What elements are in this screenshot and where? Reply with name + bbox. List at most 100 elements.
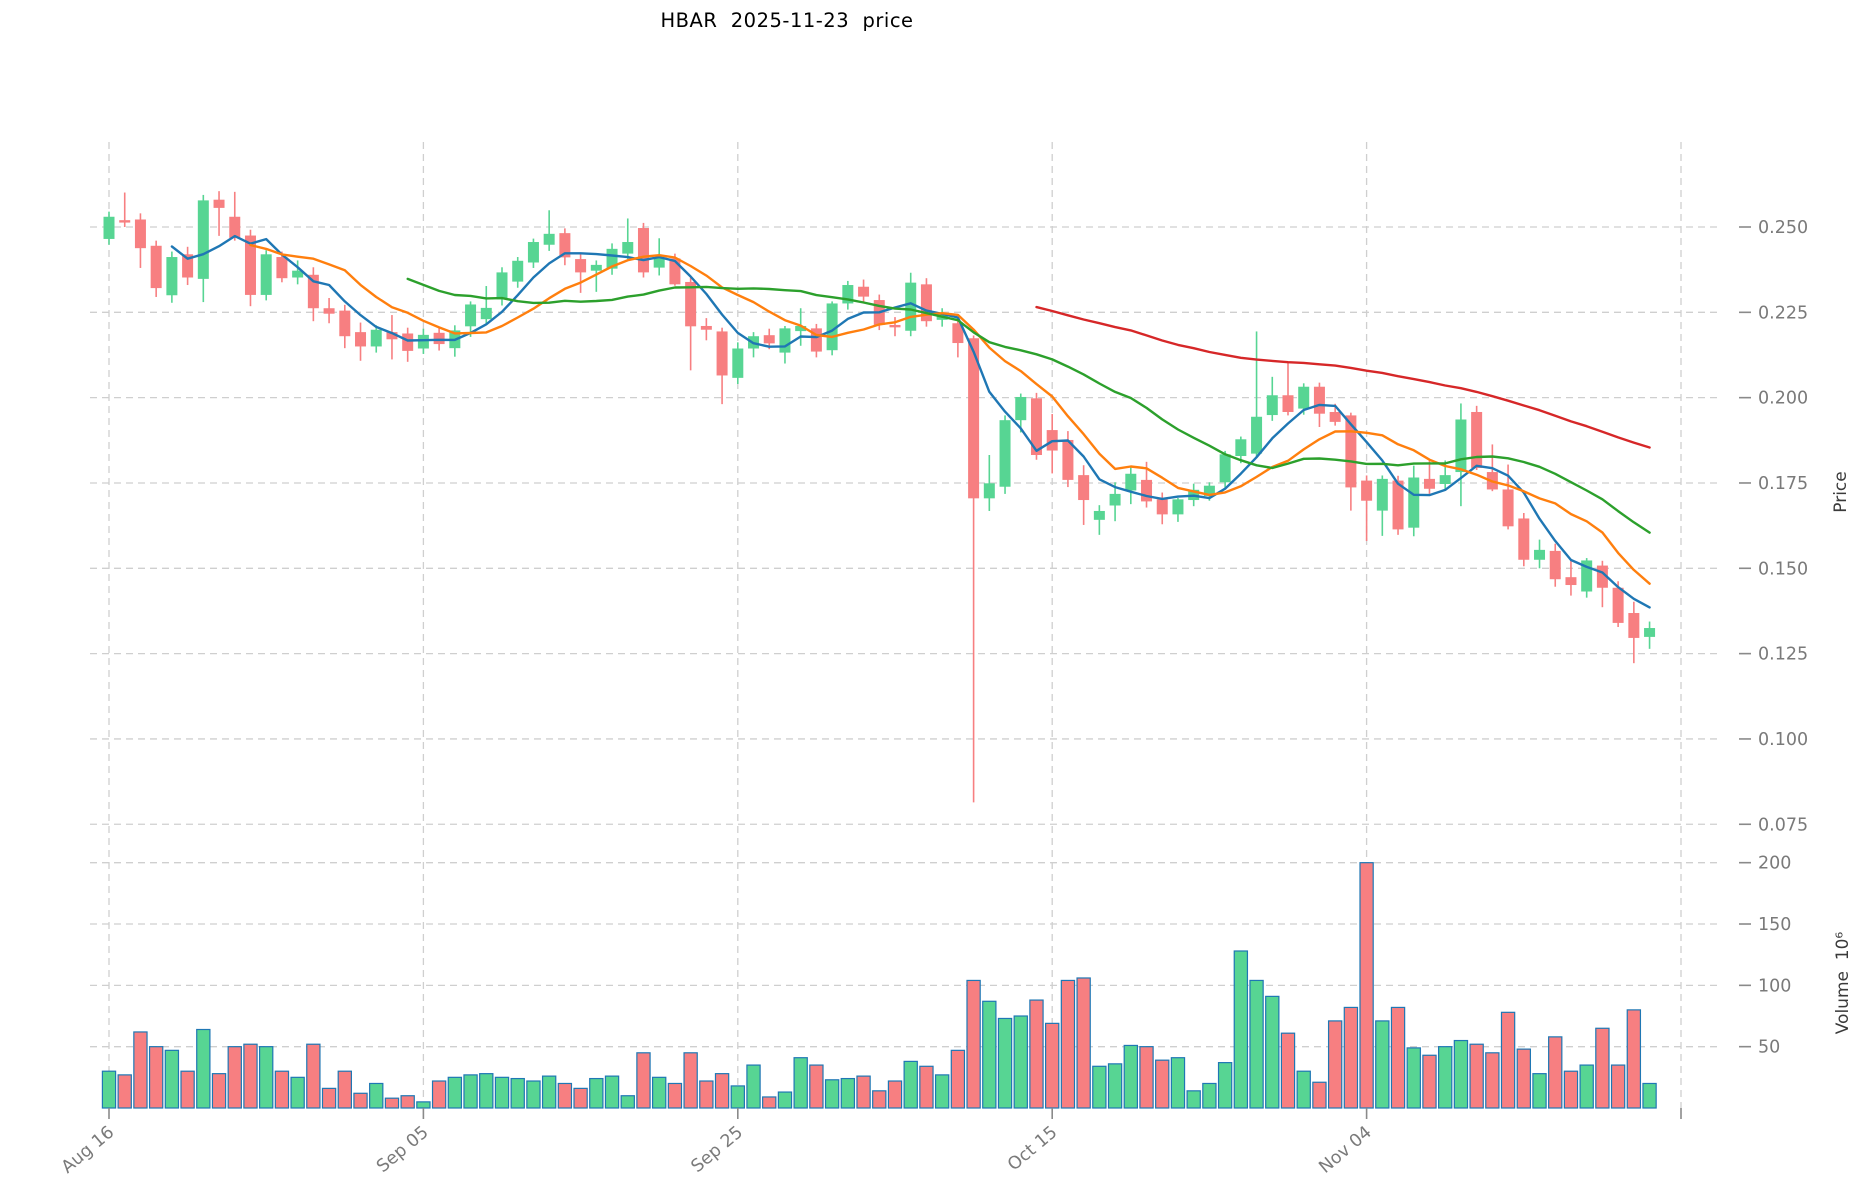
- candle-body: [1251, 416, 1263, 454]
- candle-body: [1093, 510, 1105, 520]
- candle-body: [512, 260, 524, 282]
- candle-body: [1156, 499, 1168, 515]
- axis-ticks-and-labels: 0.250 0.225 0.200 0.175 0.150 0.125 0.100 0.075…: [58, 218, 1808, 1178]
- candle: [402, 327, 414, 362]
- candle-body: [1235, 439, 1247, 457]
- volume-bar-down: [762, 1096, 777, 1109]
- candle: [355, 322, 367, 361]
- candle: [1235, 436, 1247, 464]
- x-tick-label: Oct 15: [1004, 1123, 1061, 1176]
- volume-bar-up: [1453, 1039, 1469, 1109]
- volume-bar-down: [1280, 1032, 1296, 1109]
- candle: [1266, 376, 1278, 421]
- candle-body: [134, 219, 146, 249]
- volume-bar-up: [777, 1091, 793, 1109]
- volume-bar-up: [541, 1075, 557, 1109]
- candle: [512, 257, 524, 288]
- volume-bar-up: [934, 1074, 950, 1109]
- price-tick-label: 0.150: [1758, 559, 1808, 579]
- volume-bar-up: [164, 1049, 180, 1109]
- volume-bar-down: [1359, 862, 1374, 1109]
- volume-bar-down: [966, 979, 981, 1109]
- volume-bar-up: [369, 1082, 384, 1109]
- volume-bar-up: [196, 1028, 211, 1109]
- candle: [1361, 475, 1373, 541]
- candle: [386, 315, 398, 360]
- volume-bar-down: [1626, 1009, 1642, 1109]
- x-tick-label: Nov 04: [1315, 1123, 1375, 1178]
- candle: [465, 301, 477, 337]
- candle: [1408, 465, 1420, 537]
- volume-bar-down: [133, 1031, 148, 1109]
- candle-body: [339, 310, 351, 337]
- candle-body: [606, 248, 618, 269]
- candle: [1596, 560, 1608, 608]
- candle: [1534, 539, 1546, 569]
- volume-bar-up: [604, 1075, 620, 1109]
- candle: [1282, 361, 1294, 416]
- candle: [983, 454, 995, 511]
- candle: [323, 297, 335, 324]
- candle-body: [653, 257, 665, 268]
- volume-bar-up: [1579, 1064, 1594, 1109]
- volume-bar-down: [1139, 1046, 1154, 1109]
- candle: [732, 342, 744, 384]
- volume-bar-down: [337, 1070, 353, 1109]
- volume-bar-up: [1437, 1046, 1453, 1109]
- candle: [795, 308, 807, 346]
- candle-body: [1313, 386, 1325, 414]
- volume-bar-up: [1532, 1073, 1547, 1109]
- volume-bar-down: [1060, 979, 1076, 1109]
- volume-bar-down: [887, 1080, 903, 1109]
- x-tick-label: Sep 25: [688, 1123, 747, 1177]
- volume-bar-up: [1170, 1057, 1186, 1109]
- candle-body: [1502, 489, 1514, 527]
- volume-bar-up: [1406, 1047, 1421, 1109]
- volume-bar-down: [400, 1095, 415, 1109]
- candle: [182, 246, 194, 286]
- volume-bars: [101, 862, 1657, 1109]
- candle: [1518, 513, 1530, 567]
- volume-bar-down: [683, 1052, 698, 1109]
- candles: [103, 191, 1656, 803]
- candle-body: [983, 483, 995, 499]
- volume-bar-down: [1029, 999, 1044, 1109]
- candle-body: [1581, 560, 1593, 592]
- volume-bar-down: [1469, 1043, 1484, 1109]
- candle-body: [920, 284, 932, 322]
- volume-bar-up: [1092, 1065, 1107, 1109]
- volume-bar-up: [824, 1079, 840, 1109]
- price-tick-label: 0.200: [1758, 389, 1808, 409]
- candle-body: [1329, 411, 1341, 422]
- candle: [1612, 581, 1624, 628]
- candle: [889, 317, 901, 337]
- candle-body: [1345, 415, 1357, 488]
- candle: [1376, 475, 1388, 536]
- candle: [1125, 465, 1137, 505]
- candle-body: [417, 334, 429, 349]
- candle-body: [1015, 396, 1027, 421]
- volume-bar-down: [306, 1043, 321, 1109]
- volume-bar-down: [1076, 977, 1091, 1109]
- candle: [134, 213, 146, 268]
- candle: [637, 222, 649, 278]
- volume-bar-up: [746, 1064, 761, 1109]
- candle-body: [1062, 439, 1074, 480]
- candle: [559, 228, 571, 266]
- volume-bar-down: [211, 1073, 227, 1109]
- sma-5-line: [170, 234, 1651, 609]
- volume-bar-up: [1123, 1044, 1138, 1109]
- candle-body: [622, 242, 634, 254]
- price-tick-label: 0.175: [1758, 474, 1808, 494]
- candle: [543, 210, 555, 251]
- candle: [1109, 482, 1121, 522]
- volume-bar-down: [950, 1049, 966, 1109]
- candle: [669, 253, 681, 286]
- candle-body: [119, 220, 131, 223]
- volume-bar-up: [1217, 1062, 1233, 1109]
- volume-bar-up: [1013, 1015, 1028, 1109]
- volume-bar-down: [1044, 1022, 1060, 1109]
- candle-body: [1172, 499, 1184, 515]
- volume-bar-down: [1422, 1054, 1437, 1109]
